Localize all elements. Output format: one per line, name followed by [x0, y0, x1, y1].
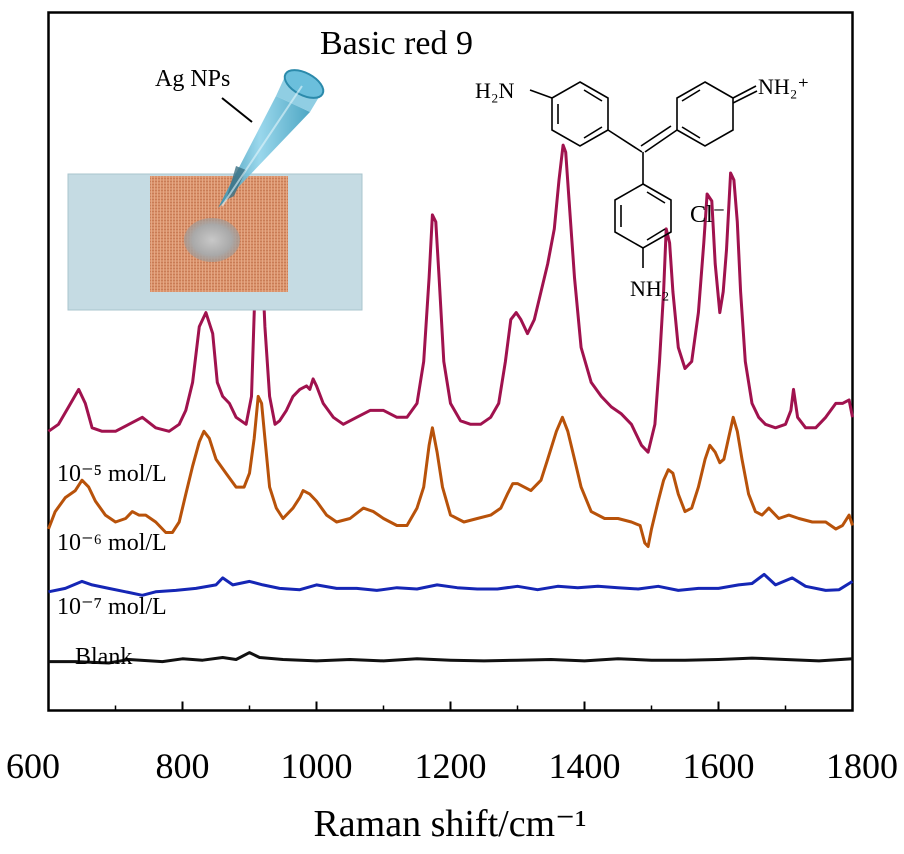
molecule-bottom-amine: NH₂	[630, 276, 669, 301]
x-tick-label-800: 800	[156, 746, 210, 786]
pipette-tip-icon	[218, 69, 325, 208]
series-layer	[47, 143, 854, 665]
series-line-1	[47, 394, 854, 548]
x-tick-label-1000: 1000	[281, 746, 353, 786]
series-line-3	[48, 651, 853, 665]
sers-spot	[184, 218, 240, 262]
molecule-counterion: Cl⁻	[690, 202, 725, 228]
series-label-1e-7: 10⁻⁷ mol/L	[57, 594, 167, 620]
x-axis: 600 800 1000 1200 1400 1600 1800	[6, 701, 898, 786]
x-tick-label-1800: 1800	[826, 746, 898, 786]
series-label-1e-6: 10⁻⁶ mol/L	[57, 530, 167, 556]
x-tick-label-600: 600	[6, 746, 60, 786]
molecule-structure	[529, 81, 758, 268]
x-tick-label-1400: 1400	[549, 746, 621, 786]
series-label-1e-5: 10⁻⁵ mol/L	[57, 461, 167, 487]
tip-label-leader	[221, 97, 253, 123]
x-axis-label: Raman shift/cm⁻¹	[313, 803, 586, 845]
molecule-left-amine: H₂N	[475, 78, 515, 103]
plot-frame	[47, 11, 854, 712]
series-line-2	[48, 572, 854, 597]
series-line-0	[47, 143, 854, 454]
chart-title: Basic red 9	[320, 25, 473, 62]
series-label-blank: Blank	[75, 644, 132, 670]
x-tick-label-1200: 1200	[415, 746, 487, 786]
tip-label: Ag NPs	[155, 66, 230, 92]
inset-illustration: Ag NPs	[67, 66, 363, 311]
molecule-right-iminium: NH₂⁺	[758, 74, 809, 99]
x-tick-label-1600: 1600	[683, 746, 755, 786]
